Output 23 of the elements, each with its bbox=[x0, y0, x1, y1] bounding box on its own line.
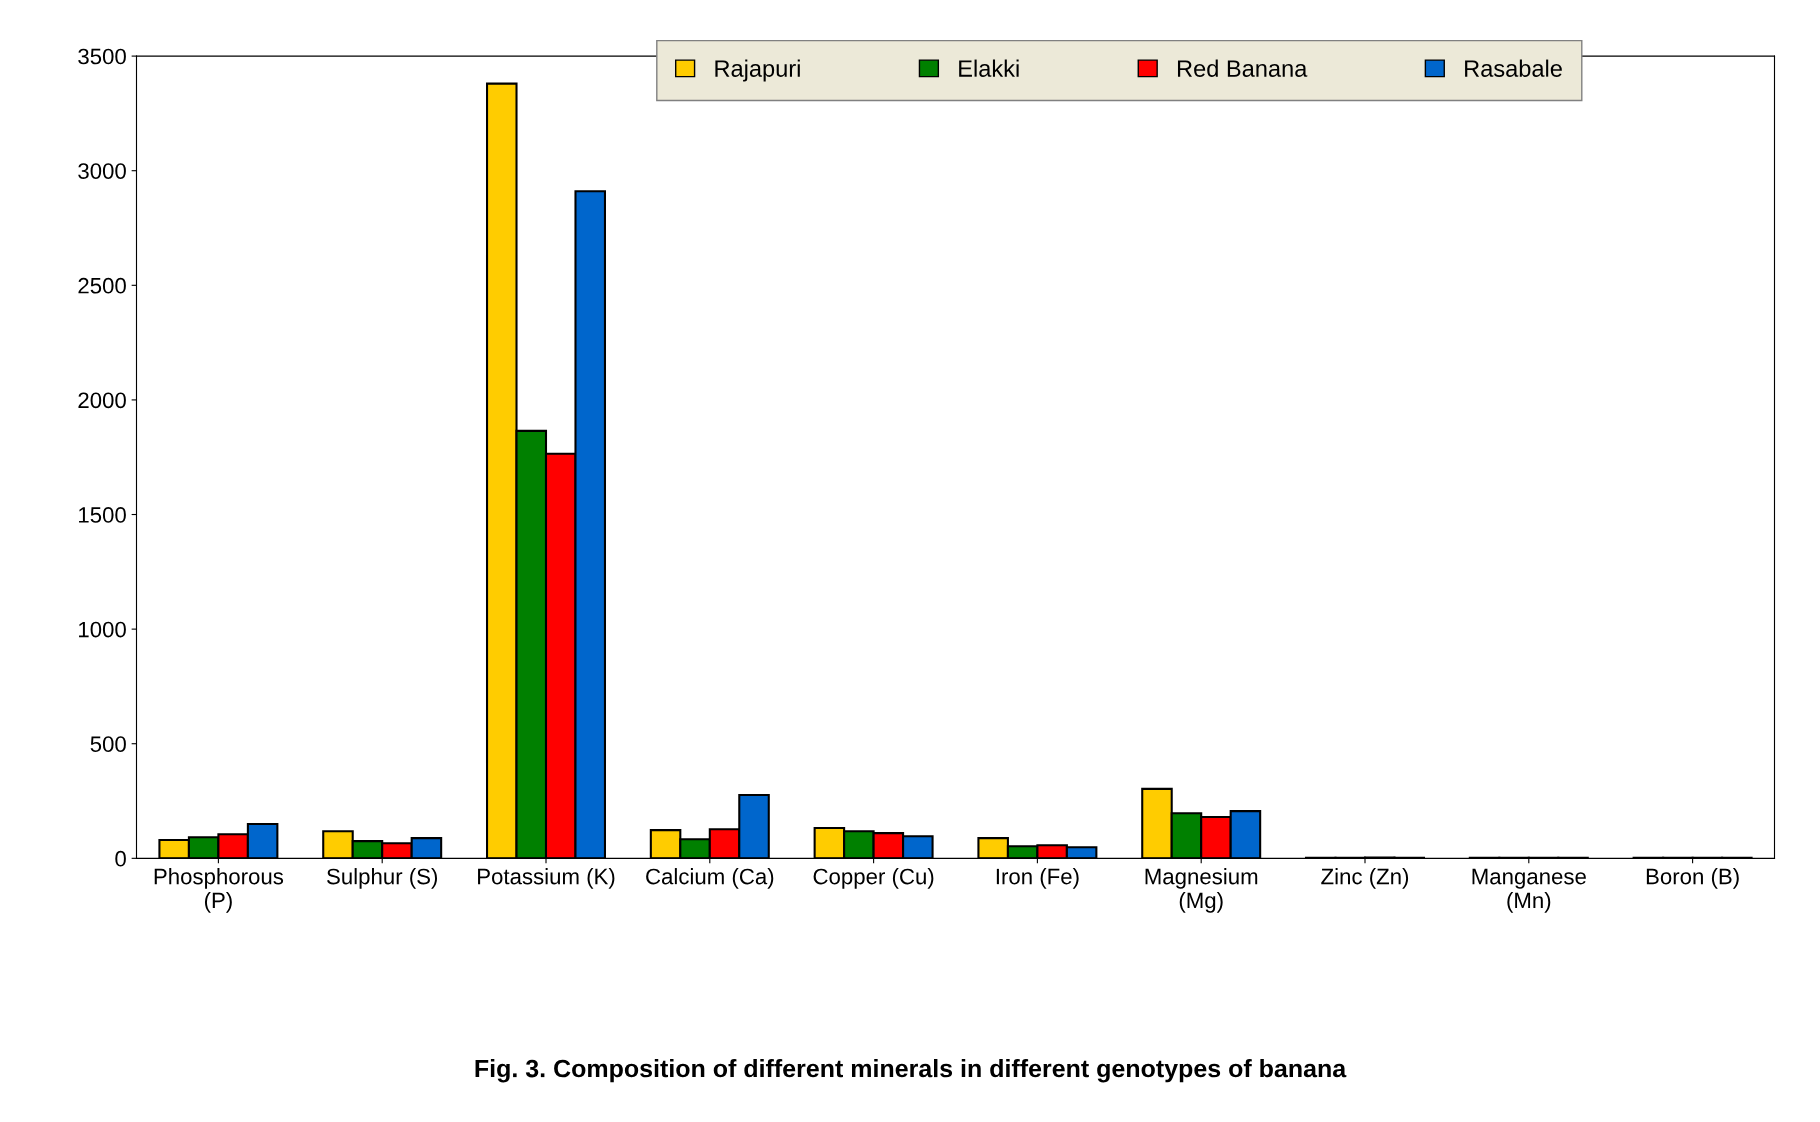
x-tick-label: Sulphur (S) bbox=[327, 868, 438, 889]
x-tick-label: Phosphorous (P) bbox=[154, 868, 284, 913]
y-tick-label: 500 bbox=[90, 736, 126, 752]
legend-label: Rajapuri bbox=[715, 59, 800, 82]
legend-label: Rasabale bbox=[1465, 59, 1562, 77]
x-tick-label: Calcium (Ca) bbox=[646, 868, 774, 889]
y-tick-label: 1000 bbox=[79, 621, 126, 638]
y-tick-label: 0 bbox=[115, 850, 126, 867]
x-tick-label: Zinc (Zn) bbox=[1321, 868, 1409, 889]
x-tick-label: Boron (B) bbox=[1646, 868, 1739, 889]
x-tick-label: Copper (Cu) bbox=[813, 868, 934, 889]
x-tick-label: Potassium (K) bbox=[478, 868, 615, 889]
x-tick-label: Iron (Fe) bbox=[996, 868, 1079, 889]
y-tick-label: 2000 bbox=[78, 392, 126, 409]
legend-label: Elakki bbox=[959, 59, 1019, 77]
y-tick-label: 3000 bbox=[78, 163, 126, 179]
y-tick-label: 1500 bbox=[79, 507, 126, 523]
y-tick-label: 3500 bbox=[78, 48, 126, 65]
x-tick-label: Magnesium (Mg) bbox=[1145, 868, 1258, 913]
x-tick-label: Manganese (Mn) bbox=[1472, 868, 1586, 913]
text: Fig. 3. Composition of different minerals in different genotypes of banana bbox=[475, 1059, 1347, 1083]
y-tick-label: 2500 bbox=[78, 277, 126, 294]
legend-label: Red Banana bbox=[1177, 59, 1308, 77]
